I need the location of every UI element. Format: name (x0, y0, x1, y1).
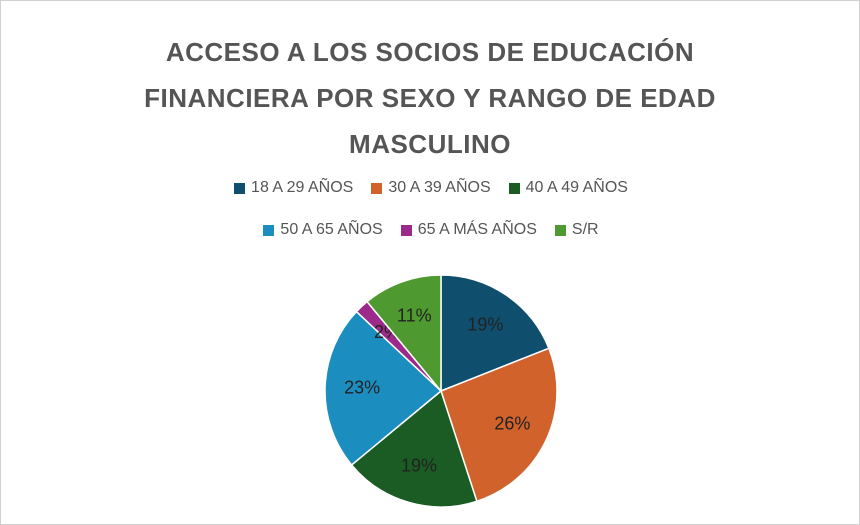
data-label: 23% (344, 377, 380, 397)
legend-item: S/R (554, 219, 599, 241)
pie-slice (440, 274, 550, 393)
legend-swatch (508, 182, 520, 194)
legend-swatch (400, 224, 412, 236)
legend-item: 65 A MÁS AÑOS (400, 219, 537, 241)
pie-slice (366, 274, 442, 394)
legend-item: 40 A 49 AÑOS (508, 177, 628, 199)
legend-swatch (554, 224, 566, 236)
data-label: 19% (401, 455, 437, 475)
legend-label: 65 A MÁS AÑOS (417, 221, 537, 238)
data-label: 11% (397, 306, 432, 326)
data-label: 19% (467, 315, 503, 335)
legend-item: 50 A 65 AÑOS (263, 219, 383, 241)
chart-title: ACCESO A LOS SOCIOS DE EDUCACIÓN FINANCI… (144, 37, 716, 159)
legend: 18 A 29 AÑOS 30 A 39 AÑOS 40 A 49 AÑOS 50 A… (191, 177, 671, 241)
legend-label: 30 A 39 AÑOS (388, 179, 491, 196)
legend-swatch (263, 224, 275, 236)
legend-item: 18 A 29 AÑOS (234, 177, 353, 199)
legend-label: 50 A 65 AÑOS (280, 221, 383, 238)
data-label: 26% (494, 413, 530, 433)
legend-item: 30 A 39 AÑOS (371, 177, 491, 199)
legend-swatch (371, 182, 383, 194)
pie-slice (324, 310, 443, 466)
legend-label: 40 A 49 AÑOS (525, 179, 628, 196)
pie-slice (350, 389, 478, 508)
pie-slice (440, 347, 558, 503)
legend-label: S/R (571, 221, 599, 238)
legend-swatch (234, 182, 246, 194)
legend-label: 18 A 29 AÑOS (251, 179, 354, 196)
